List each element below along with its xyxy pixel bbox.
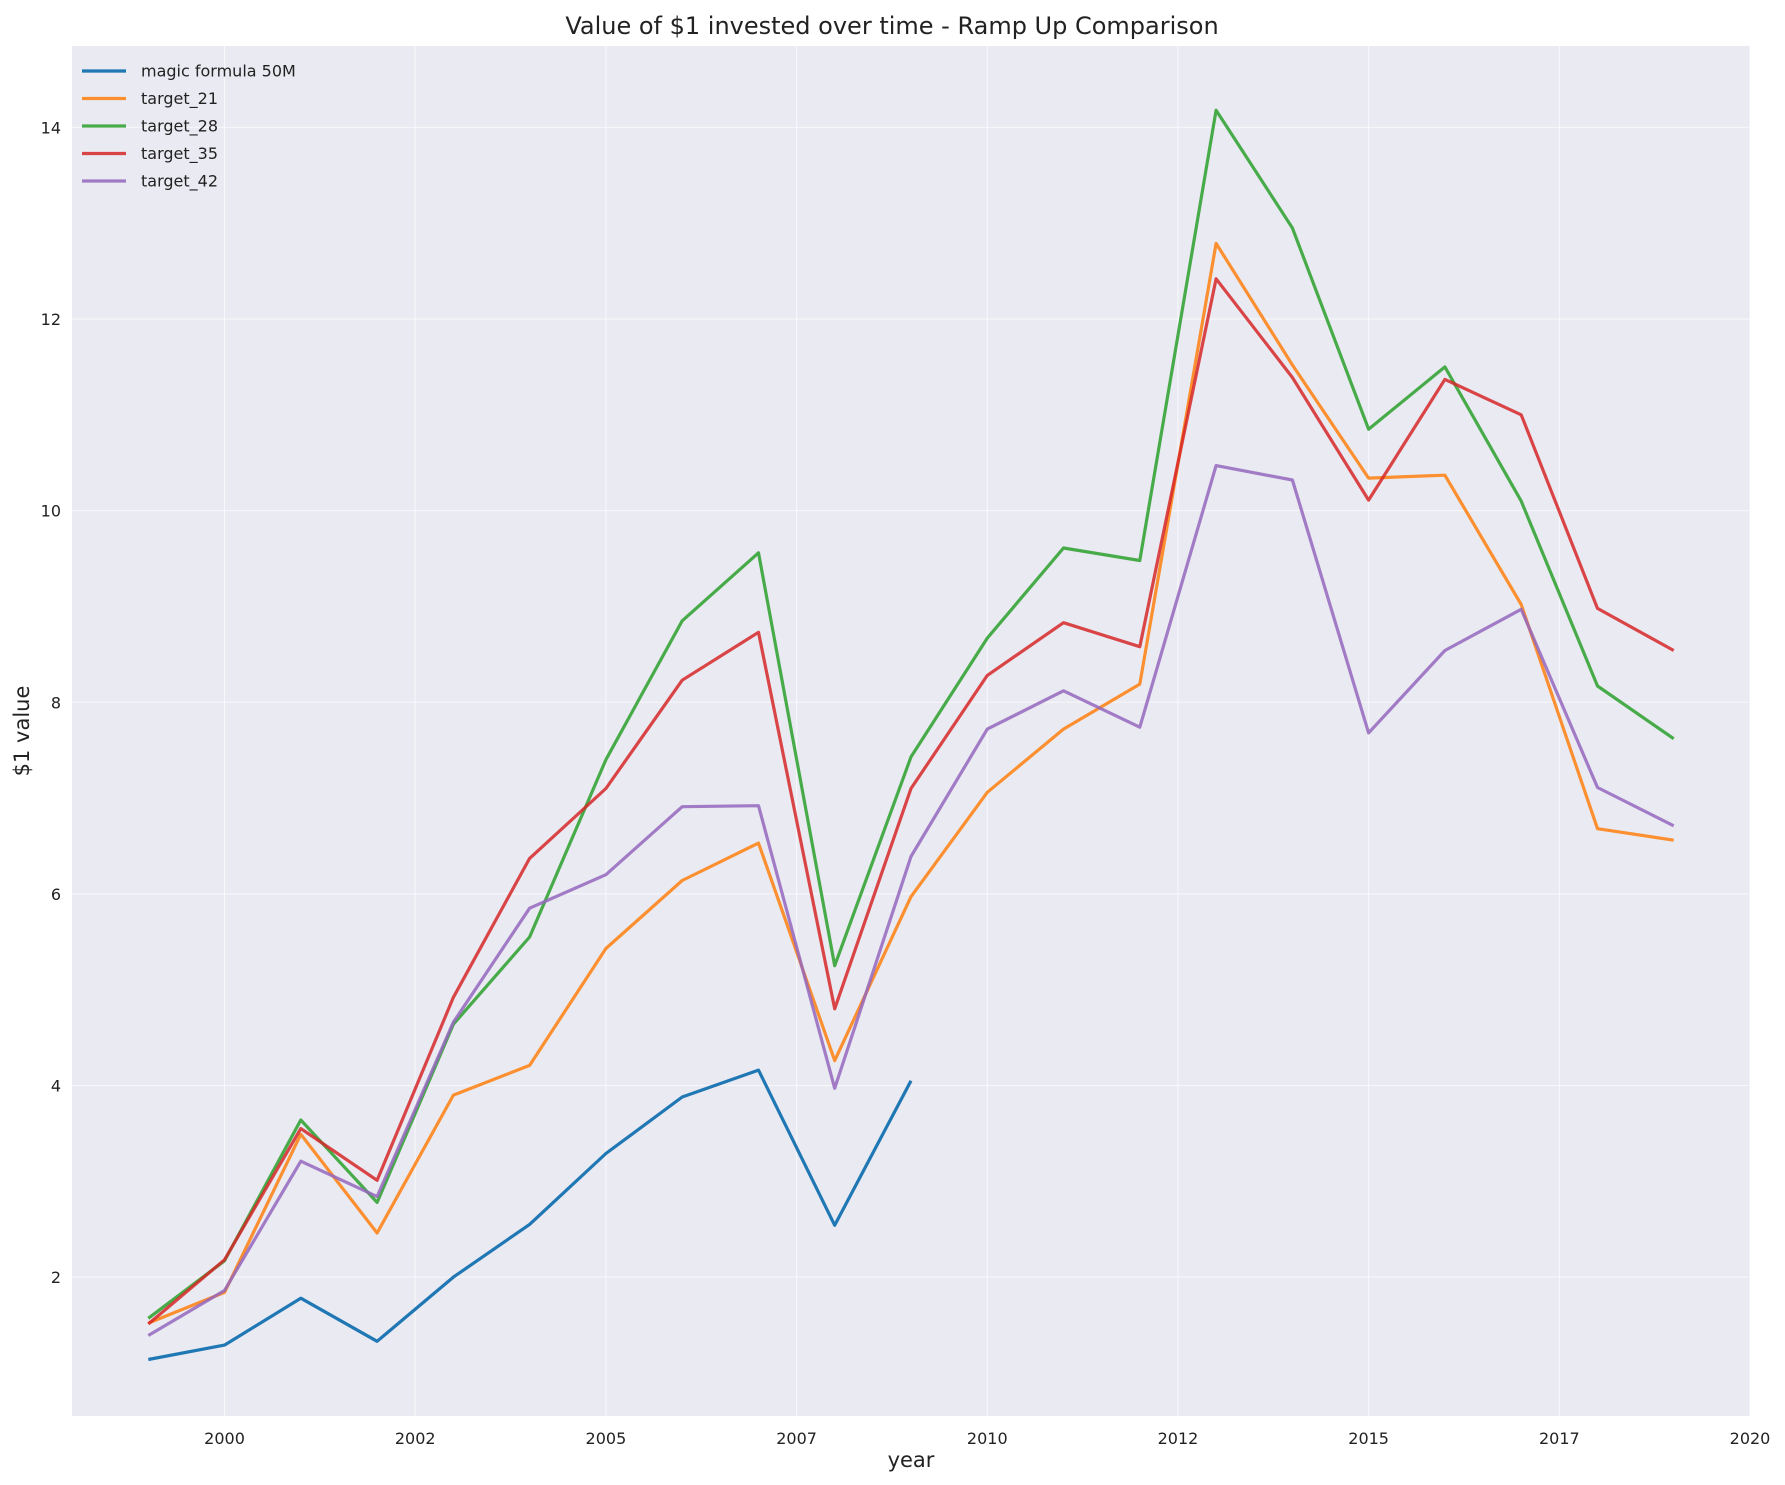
legend-label: target_42 [141,172,218,192]
y-tick-label: 6 [51,885,61,904]
x-tick-label: 2010 [967,1429,1008,1448]
series-line-target-42 [147,464,1675,1337]
series-line-target-35 [147,277,1675,1326]
chart-title: Value of $1 invested over time - Ramp Up… [565,12,1218,40]
y-tick-label: 14 [41,118,61,137]
legend-label: magic formula 50M [141,62,296,81]
plot-area [72,46,1750,1416]
y-axis-label: $1 value [10,686,34,777]
x-tick-label: 2012 [1158,1429,1199,1448]
y-tick-label: 4 [51,1076,61,1095]
series-line-target-21 [147,241,1674,1325]
legend-label: target_21 [141,89,218,109]
y-tick-label: 8 [51,693,61,712]
y-tick-label: 2 [51,1268,61,1287]
series-lines [147,108,1675,1362]
x-tick-label: 2020 [1730,1429,1771,1448]
x-axis-label: year [888,1448,935,1472]
legend-label: target_35 [141,144,218,164]
legend-label: target_28 [141,117,218,137]
x-tick-label: 2000 [204,1429,245,1448]
x-tick-label: 2017 [1539,1429,1580,1448]
series-line-magic-formula-50m [148,1068,913,1362]
legend: magic formula 50M target_21 target_28targe… [82,62,296,192]
x-tick-label: 2007 [776,1429,817,1448]
x-tick-label: 2005 [586,1429,627,1448]
x-axis-ticks: 2000 2002 2005 2007 2010 2012 2015 2017 2020 [204,1429,1770,1448]
y-axis-ticks: 2 4 6 8 10 12 14 [41,118,61,1287]
x-tick-label: 2002 [395,1429,436,1448]
x-tick-label: 2015 [1348,1429,1389,1448]
y-tick-label: 12 [41,310,61,329]
y-tick-label: 10 [41,502,61,521]
series-line-target-28 [147,108,1675,1320]
